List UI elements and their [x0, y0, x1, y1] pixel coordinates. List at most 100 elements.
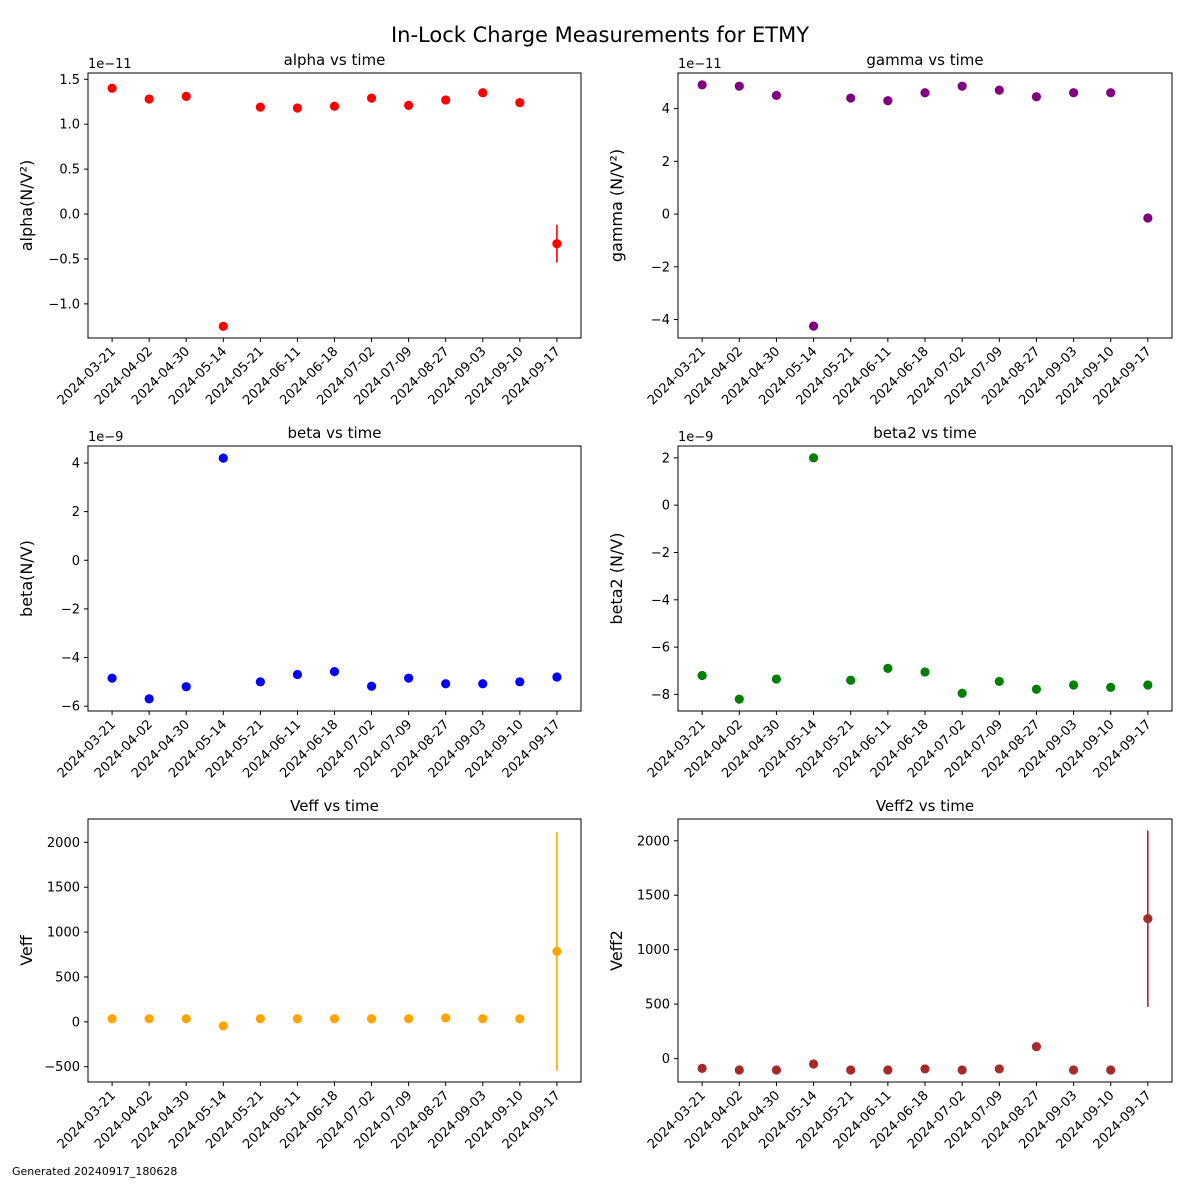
data-point	[1068, 680, 1079, 690]
axes-frame	[87, 72, 582, 339]
data-point	[920, 667, 930, 677]
y-tick-label: −2	[651, 546, 670, 561]
y-axis-label: alpha(N/V²)	[17, 160, 36, 252]
data-point	[957, 1065, 967, 1075]
data-point	[697, 1063, 707, 1073]
y-axis-label: Veff	[17, 934, 36, 966]
data-point	[144, 694, 154, 704]
data-point	[107, 673, 117, 683]
data-point	[1106, 1065, 1116, 1075]
figure-title: In-Lock Charge Measurements for ETMY	[391, 23, 809, 47]
data-point	[1143, 914, 1153, 924]
data-point	[808, 321, 819, 331]
data-point	[920, 88, 930, 98]
axes-frame	[87, 818, 582, 1083]
subplot-title: alpha vs time	[284, 51, 386, 69]
axis-scale-label: 1e−9	[88, 430, 123, 445]
subplot-6: Veff2 vs timeVeff205001000150020002024-0…	[607, 797, 1173, 1152]
data-point	[478, 88, 488, 98]
y-tick-label: −4	[61, 651, 80, 666]
data-point	[366, 681, 377, 691]
y-tick-label: 1.0	[59, 118, 80, 133]
subplot-5: Veff vs timeVeff−50005001000150020002024…	[17, 797, 582, 1152]
data-point	[697, 670, 707, 681]
y-tick-label: 1000	[47, 926, 80, 941]
data-point	[883, 1065, 893, 1075]
data-point	[1068, 1065, 1079, 1075]
data-point	[552, 672, 562, 682]
data-point	[920, 1064, 930, 1074]
subplot-grid: alpha vs time 1e−11 alpha(N/V²) −1.0 −0.5 0.0…	[17, 51, 1173, 1152]
data-point	[771, 90, 782, 101]
data-point	[515, 1014, 525, 1024]
y-tick-label: 2	[662, 451, 670, 466]
data-point	[478, 679, 488, 689]
y-axis-label: gamma (N/V²)	[607, 149, 626, 262]
subplot-title: Veff2 vs time	[876, 797, 974, 815]
y-tick-label: −2	[651, 260, 670, 275]
data-point	[846, 1065, 856, 1075]
data-point	[697, 80, 707, 90]
data-point	[292, 103, 303, 113]
data-point	[1031, 684, 1042, 694]
data-point	[107, 83, 117, 93]
data-point	[1106, 682, 1116, 692]
data-point	[404, 673, 414, 683]
y-tick-label: 2000	[47, 836, 80, 851]
data-point	[181, 1014, 191, 1024]
data-point	[478, 1014, 488, 1024]
y-tick-label: 0	[72, 554, 80, 569]
y-tick-label: 0.5	[59, 163, 80, 178]
data-point	[292, 669, 303, 680]
data-point	[1031, 92, 1042, 102]
data-point	[957, 688, 967, 698]
y-tick-label: −8	[651, 688, 670, 703]
y-axis-label: beta2 (N/V)	[607, 532, 626, 624]
y-tick-label: 1000	[637, 943, 670, 958]
y-tick-label: 0	[662, 1052, 670, 1067]
data-point	[771, 674, 782, 684]
axes-frame	[677, 72, 1173, 339]
y-tick-label: −500	[44, 1060, 80, 1075]
y-tick-label: 500	[55, 970, 80, 985]
y-tick-label: 0	[72, 1015, 80, 1030]
y-tick-label: 0	[662, 208, 670, 223]
data-point	[218, 321, 228, 331]
y-tick-label: 2	[662, 155, 670, 170]
data-point	[957, 81, 967, 91]
data-point	[552, 946, 562, 956]
data-point	[144, 1014, 154, 1024]
y-tick-label: 4	[72, 457, 80, 472]
y-tick-label: −4	[651, 593, 670, 608]
data-point	[255, 102, 265, 112]
y-tick-label: 0.0	[59, 208, 80, 223]
data-point	[181, 91, 191, 101]
data-point	[1143, 213, 1153, 223]
data-point	[883, 663, 893, 674]
data-point	[107, 1014, 117, 1024]
axis-scale-label: 1e−11	[88, 57, 132, 72]
subplot-title: beta vs time	[288, 424, 382, 442]
subplot-1: alpha vs time 1e−11 alpha(N/V²) −1.0 −0.5 0.0…	[17, 51, 582, 408]
data-point	[1143, 680, 1153, 690]
data-point	[846, 675, 856, 685]
y-tick-label: 1500	[47, 881, 80, 896]
data-point	[292, 1014, 303, 1024]
data-point	[329, 1014, 340, 1024]
data-point	[329, 667, 340, 677]
y-tick-label: 0	[662, 499, 670, 514]
y-axis-label: beta(N/V)	[17, 540, 36, 617]
data-point	[994, 676, 1004, 687]
data-point	[441, 1013, 451, 1023]
y-axis-label: Veff2	[607, 930, 626, 971]
data-point	[846, 93, 856, 103]
data-point	[441, 679, 451, 689]
data-point	[808, 1059, 819, 1069]
data-point	[366, 1014, 377, 1024]
data-point	[1068, 88, 1079, 98]
data-point	[734, 1065, 744, 1075]
y-tick-label: −1.0	[48, 297, 80, 312]
y-tick-label: −6	[61, 700, 80, 715]
